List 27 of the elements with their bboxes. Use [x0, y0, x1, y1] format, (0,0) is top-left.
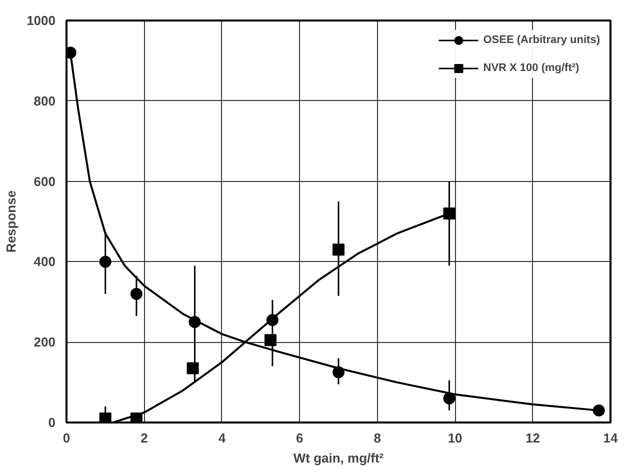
point: [332, 244, 344, 256]
x-tick-label: 10: [448, 430, 462, 446]
y-tick-label: 600: [34, 174, 56, 189]
point: [186, 362, 199, 374]
x-tick-label: 6: [296, 430, 304, 446]
point: [443, 392, 456, 404]
x-tick-label: 8: [374, 430, 381, 446]
point: [264, 334, 276, 346]
y-tick-label: 200: [34, 334, 56, 350]
x-tick-label: 0: [62, 430, 70, 446]
legend-label: NVR X 100 (mg/ft²): [483, 62, 580, 74]
point: [592, 404, 605, 416]
legend-label: OSEE (Arbitrary units): [483, 34, 600, 46]
point: [99, 412, 112, 422]
point: [443, 207, 456, 220]
x-tick-label: 14: [603, 430, 618, 446]
point: [130, 288, 142, 300]
y-tick-label: 0: [48, 415, 56, 430]
x-tick-label: 12: [526, 430, 540, 446]
y-tick-label: 400: [34, 254, 56, 270]
y-tick-label: 1000: [26, 13, 56, 28]
x-tick-label: 4: [218, 430, 226, 446]
point: [99, 256, 112, 268]
y-axis-title: Response: [4, 190, 19, 253]
x-tick-label: 2: [140, 430, 148, 446]
y-tick-label: 800: [34, 93, 56, 108]
x-axis-title: Wt gain, mg/ft²: [293, 450, 384, 466]
